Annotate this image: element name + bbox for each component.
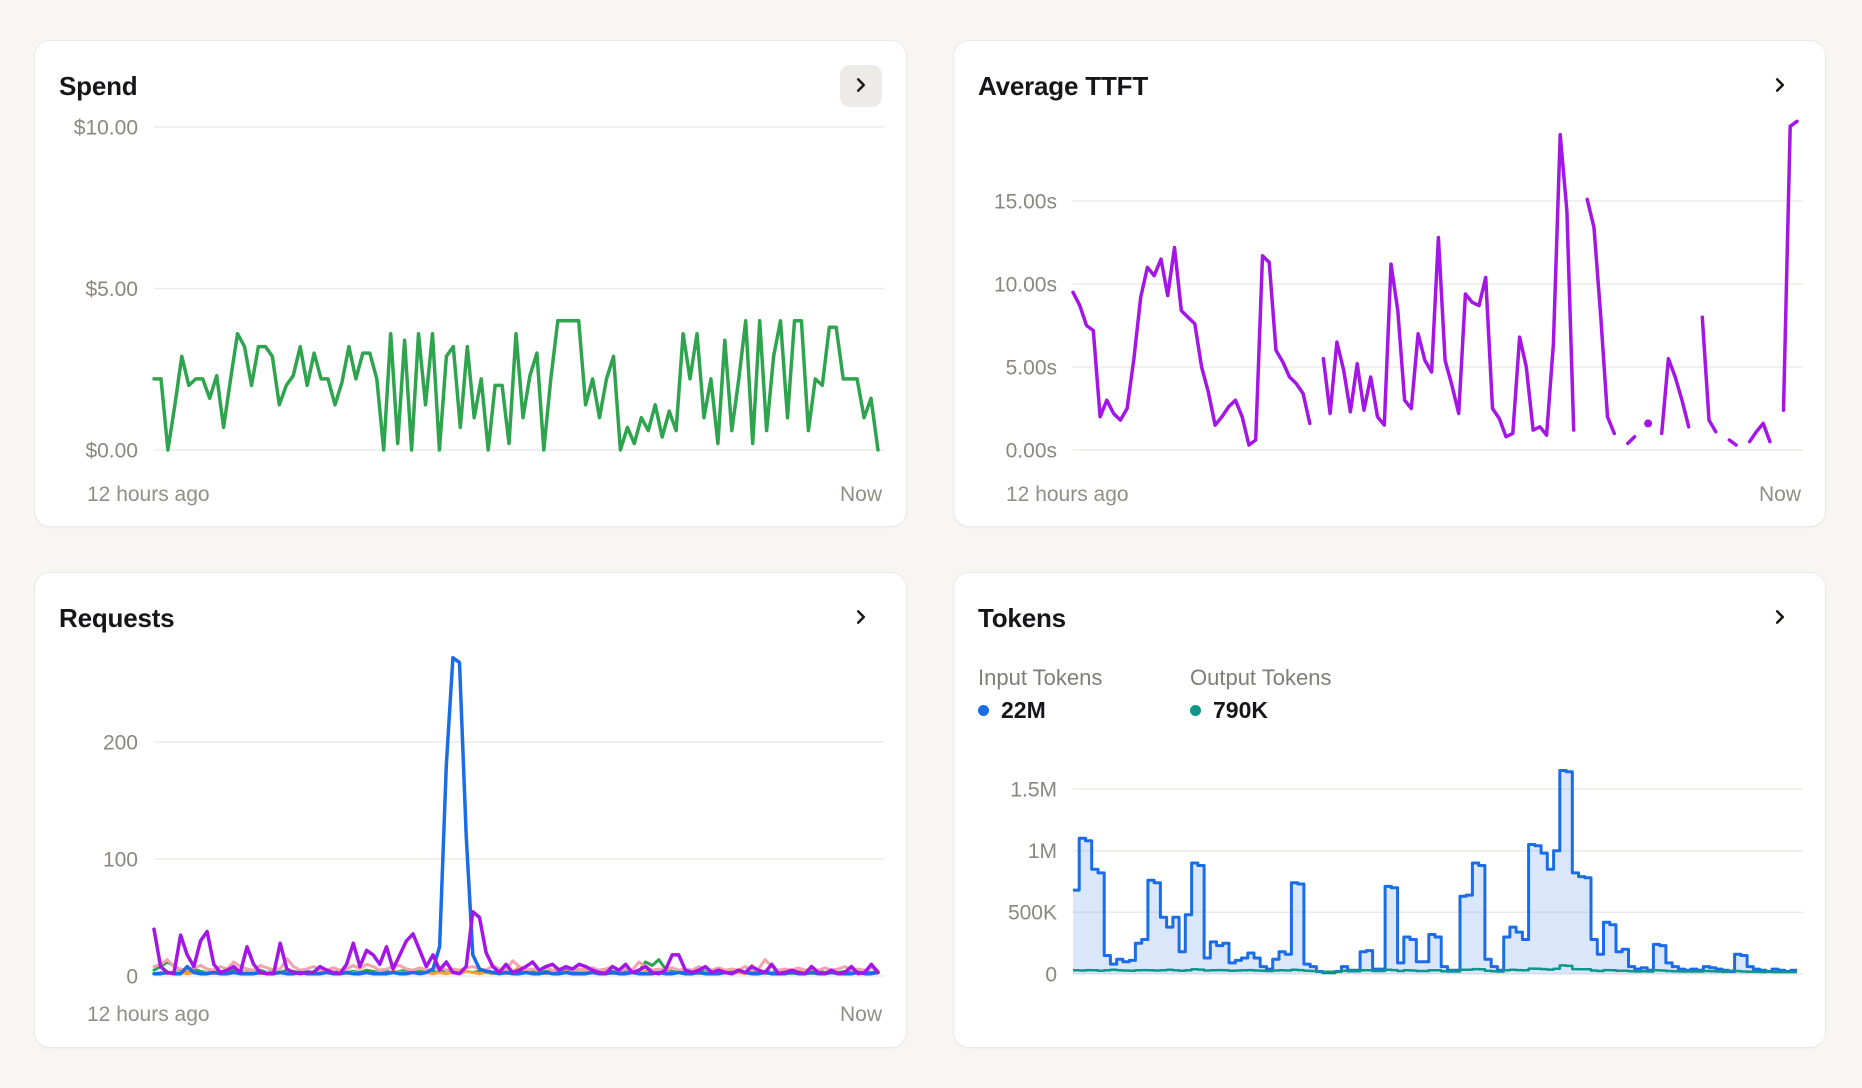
spend-card-header: Spend — [59, 65, 882, 107]
spend-x-axis: 12 hours ago Now — [59, 481, 882, 509]
spend-card: Spend $10.00 $5.00 $0.00 12 hours ago Now — [34, 40, 907, 527]
tokens-expand-button[interactable] — [1759, 597, 1801, 639]
tokens-plot: 1.5M 1M 500K 0 — [1008, 769, 1803, 986]
legend-output-tokens-label: Output Tokens — [1190, 665, 1332, 690]
legend-output-tokens: Output Tokens 790K — [1190, 665, 1368, 725]
requests-x-axis: 12 hours ago Now — [59, 1001, 882, 1029]
Input Tokens-line — [1073, 769, 1797, 975]
requests-card-title: Requests — [59, 602, 175, 633]
x-axis-right-label: Now — [1758, 483, 1801, 506]
legend-output-tokens-value: 790K — [1190, 695, 1368, 725]
tokens-legend: Input Tokens 22M Output Tokens 790K — [978, 665, 1801, 725]
spend-card-title: Spend — [59, 70, 138, 101]
output-tokens-total: 790K — [1213, 696, 1268, 723]
Input Tokens-area — [1073, 770, 1797, 974]
y-tick-label: 1.5M — [1010, 778, 1057, 801]
requests-card: Requests 200 100 0 12 hours ago Now — [34, 572, 907, 1048]
tokens-card-title: Tokens — [978, 602, 1066, 633]
requests-plot: 200 100 0 — [103, 656, 884, 988]
y-tick-label: 0.00s — [1006, 439, 1057, 462]
y-tick-label: 100 — [103, 848, 138, 871]
tokens-card: Tokens Input Tokens 22M Output Tokens 79… — [953, 572, 1826, 1048]
output-tokens-dot — [1190, 704, 1201, 716]
chevron-right-icon — [852, 608, 870, 629]
ttft-x-axis: 12 hours ago Now — [978, 481, 1801, 509]
ttft-card: Average TTFT 15.00s 10.00s 5.00s 0.00s 12 h… — [953, 40, 1826, 527]
series-purple-line — [152, 909, 880, 976]
legend-input-tokens-label: Input Tokens — [978, 665, 1103, 690]
x-axis-left-label: 12 hours ago — [1006, 483, 1129, 506]
input-tokens-total: 22M — [1001, 696, 1046, 723]
spend-chart: $10.00 $5.00 $0.00 — [59, 107, 884, 481]
spend-plot: $10.00 $5.00 $0.00 — [74, 116, 884, 462]
y-tick-label: $0.00 — [85, 439, 138, 462]
chevron-right-icon — [1771, 608, 1789, 629]
ttft-line — [1071, 119, 1799, 447]
y-tick-label: 1M — [1028, 840, 1057, 863]
y-tick-label: 10.00s — [994, 273, 1057, 296]
Output Tokens-line — [1073, 964, 1797, 974]
requests-card-header: Requests — [59, 597, 882, 639]
ttft-chart: 15.00s 10.00s 5.00s 0.00s — [978, 107, 1803, 481]
average-ttft-plot: 15.00s 10.00s 5.00s 0.00s — [994, 119, 1803, 462]
x-axis-left-label: 12 hours ago — [87, 483, 210, 506]
y-tick-label: 500K — [1008, 902, 1057, 925]
y-tick-label: 200 — [103, 731, 138, 754]
x-axis-right-label: Now — [839, 1003, 882, 1026]
y-tick-label: $5.00 — [85, 278, 138, 301]
y-tick-label: 0 — [126, 965, 138, 988]
legend-input-tokens: Input Tokens 22M — [978, 665, 1156, 725]
chevron-right-icon — [852, 76, 870, 97]
x-axis-right-label: Now — [839, 483, 882, 506]
series-blue-line — [152, 656, 880, 976]
y-tick-label: 0 — [1045, 963, 1057, 986]
spend-expand-button[interactable] — [840, 65, 882, 107]
ttft-card-header: Average TTFT — [978, 65, 1801, 107]
tokens-chart: 1.5M 1M 500K 0 — [978, 767, 1803, 999]
x-axis-left-label: 12 hours ago — [87, 1003, 210, 1026]
requests-chart: 200 100 0 — [59, 639, 884, 1001]
chevron-right-icon — [1771, 76, 1789, 97]
tokens-card-header: Tokens — [978, 597, 1801, 639]
requests-expand-button[interactable] — [840, 597, 882, 639]
y-tick-label: 15.00s — [994, 190, 1057, 213]
legend-input-tokens-value: 22M — [978, 695, 1156, 725]
input-tokens-dot — [978, 704, 989, 716]
ttft-expand-button[interactable] — [1759, 65, 1801, 107]
y-tick-label: 5.00s — [1006, 356, 1057, 379]
ttft-card-title: Average TTFT — [978, 70, 1149, 101]
y-tick-label: $10.00 — [74, 116, 138, 139]
ttft-point — [1644, 419, 1653, 428]
spend-line — [152, 319, 880, 452]
